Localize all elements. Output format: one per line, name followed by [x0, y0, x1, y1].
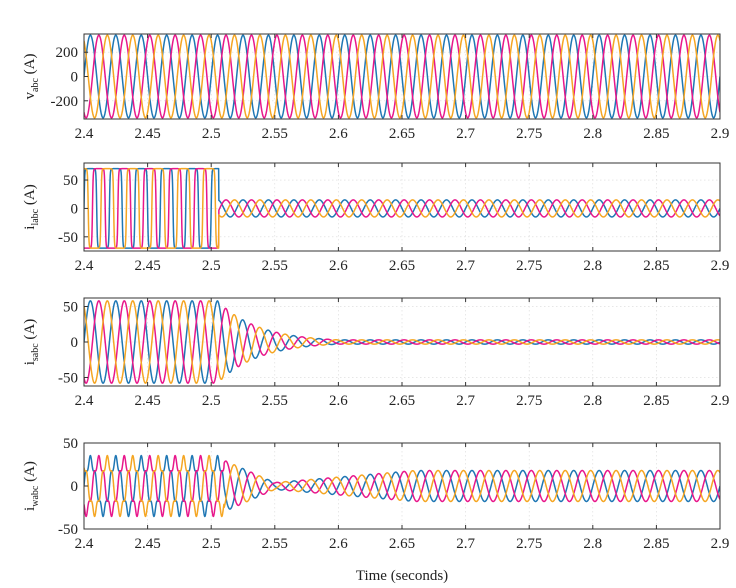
- x-tick-label: 2.55: [262, 258, 288, 274]
- x-tick-label: 2.85: [643, 393, 669, 409]
- series-line-phase-a: [84, 167, 720, 249]
- y-axis-label: vabc (A): [22, 54, 41, 100]
- panel-isabc: 2.4 2.45 2.5 2.55 2.6 2.65 2.7 2.75 2.8 2.85 2.9 -5…: [22, 297, 730, 409]
- y-tick-label: 50: [63, 436, 78, 452]
- panel-vabc: 2.4 2.45 2.5 2.55 2.6 2.65 2.7 2.75 2.8 2.85 2.9 -2…: [22, 33, 730, 142]
- y-axis-label-subscript: labc: [30, 208, 41, 225]
- x-tick-label: 2.4: [75, 126, 94, 142]
- x-tick-label: 2.4: [75, 393, 94, 409]
- x-tick-label: 2.6: [329, 126, 348, 142]
- series-line-phase-c: [84, 34, 720, 119]
- x-tick-label: 2.6: [329, 393, 348, 409]
- x-tick-label: 2.65: [389, 126, 415, 142]
- y-tick-label: 0: [71, 335, 79, 351]
- panel-iwabc: 2.4 2.45 2.5 2.55 2.6 2.65 2.7 2.75 2.8 2.85 2.9 -5…: [22, 436, 729, 552]
- y-axis-label: iwabc (A): [22, 461, 41, 511]
- y-axis-label: ilabc (A): [22, 184, 41, 229]
- x-tick-label: 2.9: [711, 126, 730, 142]
- series-line-phase-b: [84, 300, 720, 384]
- x-tick-label: 2.75: [516, 536, 542, 552]
- x-tick-label: 2.8: [583, 258, 602, 274]
- y-axis-label-subscript: abc: [30, 78, 41, 92]
- x-tick-label: 2.65: [389, 393, 415, 409]
- y-tick-label: 50: [63, 173, 78, 189]
- x-tick-label: 2.75: [516, 393, 542, 409]
- x-axis-label: Time (seconds): [356, 568, 448, 584]
- x-tick-label: 2.55: [262, 393, 288, 409]
- x-tick-label: 2.8: [583, 393, 602, 409]
- x-tick-label: 2.7: [456, 536, 475, 552]
- panel-ilabc: 2.4 2.45 2.5 2.55 2.6 2.65 2.7 2.75 2.8 2.85 2.9 -5…: [22, 162, 730, 274]
- x-tick-label: 2.45: [134, 536, 160, 552]
- y-tick-label: -50: [58, 230, 78, 246]
- x-tick-label: 2.75: [516, 258, 542, 274]
- y-tick-label: 50: [63, 300, 78, 316]
- y-tick-label: 0: [71, 479, 79, 495]
- x-tick-label: 2.5: [202, 536, 221, 552]
- x-tick-label: 2.5: [202, 258, 221, 274]
- x-tick-label: 2.8: [583, 126, 602, 142]
- x-tick-label: 2.85: [643, 126, 669, 142]
- series-line-phase-a: [84, 454, 720, 518]
- series-line-phase-a: [84, 300, 720, 384]
- y-tick-label: -50: [58, 370, 78, 386]
- series-line-phase-c: [84, 167, 720, 249]
- y-axis-label-main: v: [22, 91, 38, 99]
- x-tick-label: 2.4: [75, 258, 94, 274]
- y-axis-label-main: i: [22, 361, 38, 365]
- y-axis-label-main: i: [22, 226, 38, 230]
- y-axis-label-unit: (A): [22, 184, 38, 209]
- x-tick-label: 2.55: [262, 536, 288, 552]
- x-tick-label: 2.9: [711, 393, 730, 409]
- y-tick-label: 0: [71, 201, 79, 217]
- series-line-phase-b: [84, 454, 720, 518]
- series-line-phase-c: [84, 454, 720, 518]
- x-tick-label: 2.85: [643, 258, 669, 274]
- x-tick-label: 2.45: [134, 258, 160, 274]
- x-tick-label: 2.7: [456, 258, 475, 274]
- x-tick-label: 2.5: [202, 393, 221, 409]
- series-line-phase-b: [84, 167, 720, 249]
- x-tick-label: 2.6: [329, 258, 348, 274]
- x-tick-label: 2.75: [516, 126, 542, 142]
- x-tick-label: 2.45: [134, 393, 160, 409]
- y-tick-label: 200: [56, 45, 79, 61]
- x-tick-label: 2.55: [262, 126, 288, 142]
- y-tick-label: -200: [51, 94, 79, 110]
- x-tick-label: 2.7: [456, 393, 475, 409]
- series-line-phase-a: [84, 34, 720, 119]
- y-axis-label-unit: (A): [22, 319, 38, 344]
- x-tick-label: 2.6: [329, 536, 348, 552]
- y-tick-label: -50: [58, 522, 78, 538]
- y-tick-label: 0: [71, 70, 79, 86]
- x-tick-label: 2.85: [643, 536, 669, 552]
- y-axis-label-subscript: wabc: [30, 485, 41, 507]
- y-axis-label: isabc (A): [22, 319, 41, 366]
- y-axis-label-unit: (A): [22, 461, 38, 486]
- series-line-phase-b: [84, 34, 720, 119]
- x-tick-label: 2.9: [711, 536, 730, 552]
- x-tick-label: 2.8: [583, 536, 602, 552]
- y-axis-label-unit: (A): [22, 54, 38, 79]
- x-tick-label: 2.45: [134, 126, 160, 142]
- x-tick-label: 2.4: [75, 536, 94, 552]
- x-tick-label: 2.7: [456, 126, 475, 142]
- x-tick-label: 2.9: [711, 258, 730, 274]
- y-axis-label-main: i: [22, 507, 38, 511]
- series-line-phase-c: [84, 300, 720, 384]
- x-tick-label: 2.65: [389, 536, 415, 552]
- y-axis-label-subscript: sabc: [30, 343, 41, 361]
- x-tick-label: 2.65: [389, 258, 415, 274]
- x-tick-label: 2.5: [202, 126, 221, 142]
